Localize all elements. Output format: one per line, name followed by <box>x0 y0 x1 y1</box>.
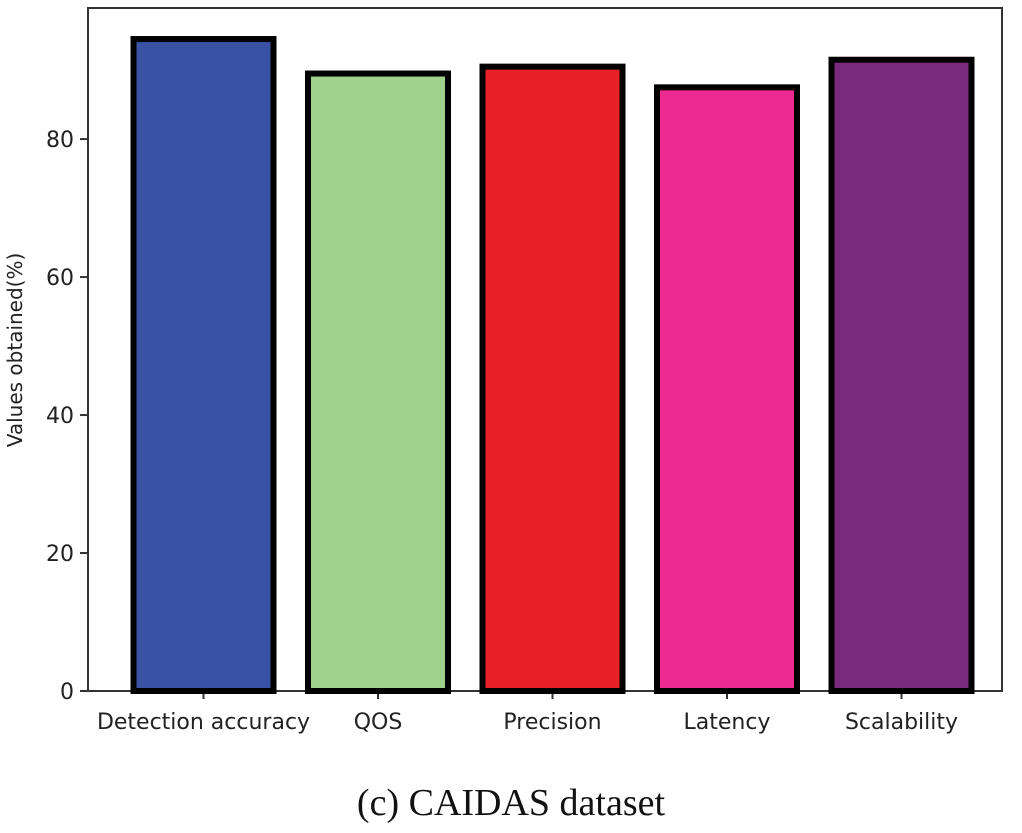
y-axis: 0 20 40 60 80 <box>46 128 88 705</box>
bars <box>130 36 975 695</box>
x-axis: Detection accuracy QOS Precision Latency Sca… <box>97 691 958 735</box>
y-tick-label: 80 <box>46 128 74 153</box>
x-tick-label: Latency <box>684 710 771 735</box>
y-axis-label: Values obtained(%) <box>3 253 27 448</box>
y-tick-label: 20 <box>46 542 74 567</box>
y-tick-label: 60 <box>46 266 74 291</box>
x-tick-label: Precision <box>503 710 601 735</box>
bar-detection-accuracy <box>130 36 277 694</box>
y-tick-label: 40 <box>46 404 74 429</box>
bar-qos <box>305 70 451 694</box>
bar-latency <box>654 84 800 695</box>
bar-scalability <box>828 56 975 694</box>
x-tick-label: Detection accuracy <box>97 710 310 735</box>
figure-caption: (c) CAIDAS dataset <box>357 782 666 824</box>
x-tick-label: Scalability <box>845 710 958 735</box>
y-tick-label: 0 <box>60 680 74 705</box>
bar-precision <box>479 63 626 694</box>
x-tick-label: QOS <box>354 710 403 735</box>
